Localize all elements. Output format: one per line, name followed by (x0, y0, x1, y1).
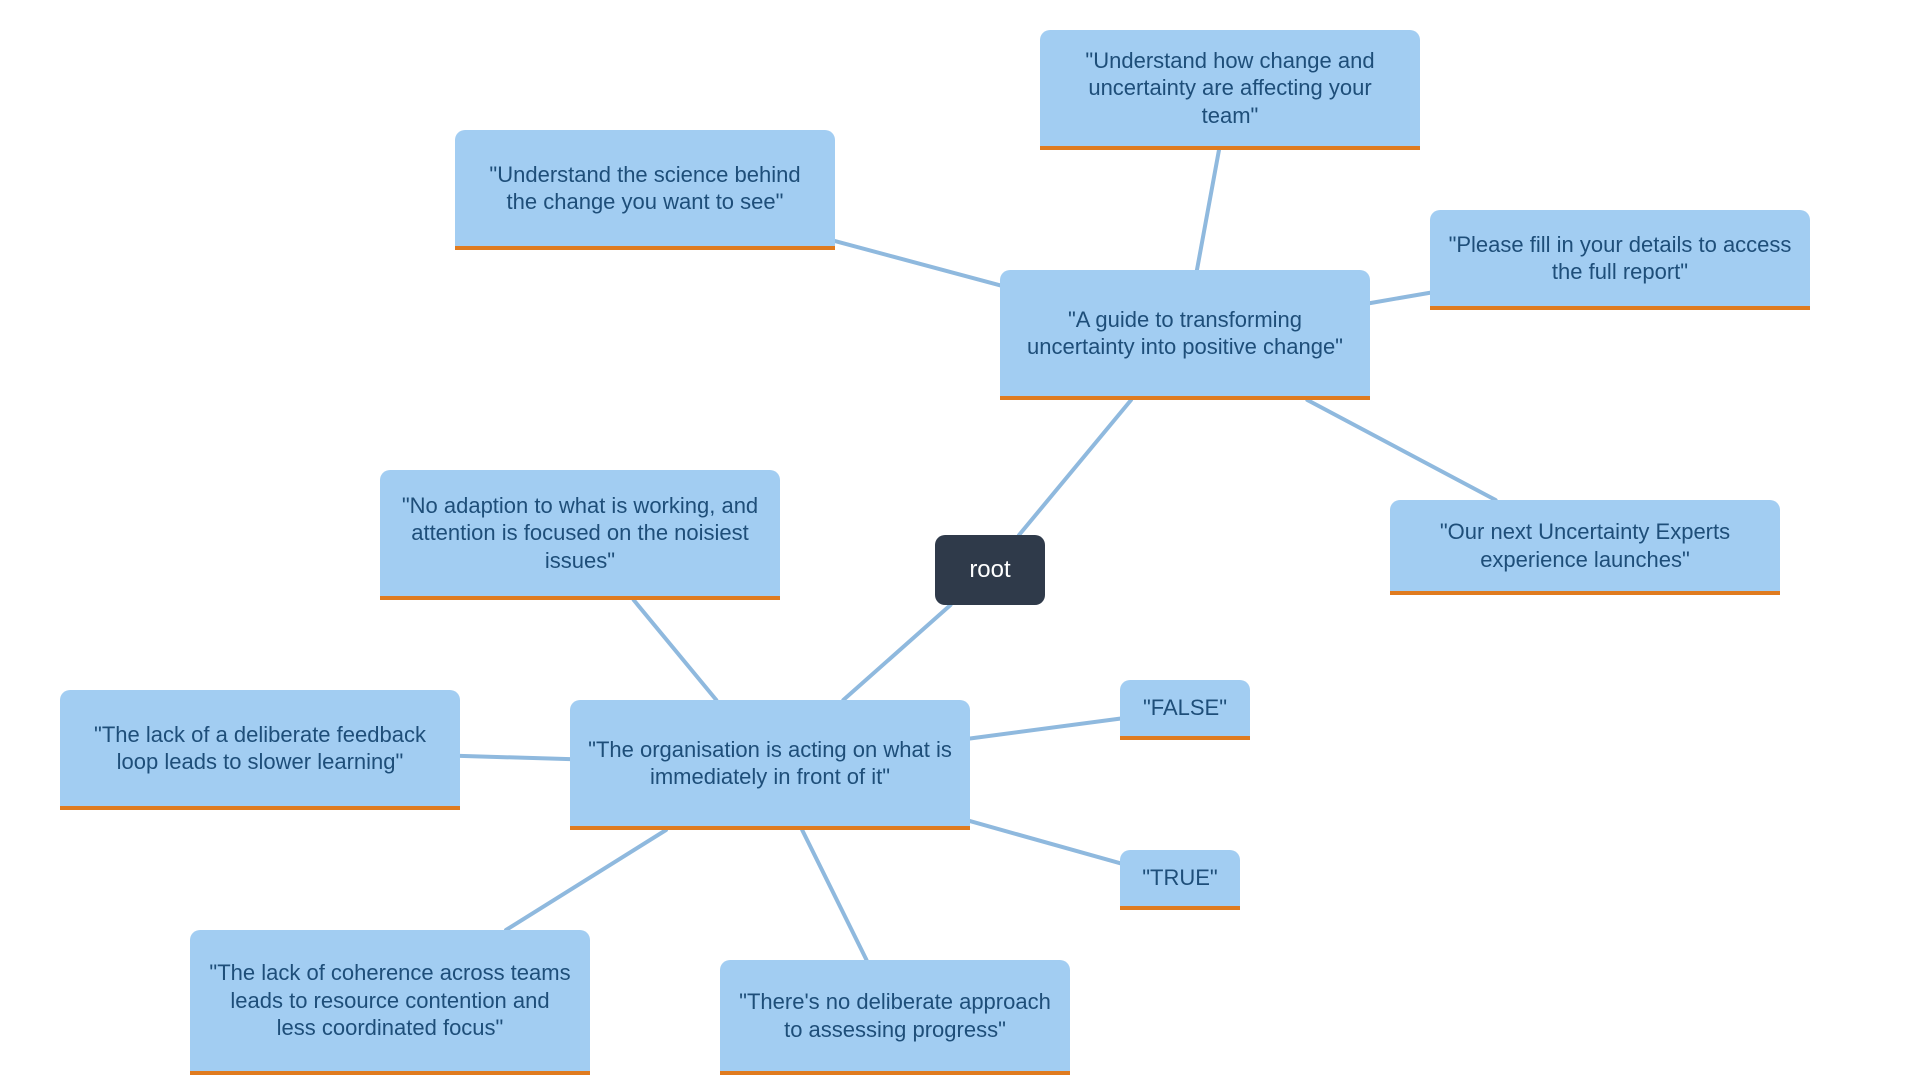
edge-org_acting-false (970, 719, 1120, 739)
edge-root-guide (1019, 400, 1131, 535)
node-feedback_loop: "The lack of a deliberate feedback loop … (60, 690, 460, 810)
node-label: "TRUE" (1142, 864, 1218, 892)
node-false: "FALSE" (1120, 680, 1250, 740)
node-label: "A guide to transforming uncertainty int… (1018, 306, 1352, 361)
edge-guide-understand_science (835, 241, 1000, 285)
node-coherence: "The lack of coherence across teams lead… (190, 930, 590, 1075)
node-org_acting: "The organisation is acting on what is i… (570, 700, 970, 830)
edge-org_acting-no_approach (802, 830, 866, 960)
edge-guide-fill_details (1370, 293, 1430, 303)
node-label: "The lack of a deliberate feedback loop … (78, 721, 442, 776)
diagram-canvas: root "A guide to transforming uncertainty… (0, 0, 1920, 1080)
node-understand_team: "Understand how change and uncertainty a… (1040, 30, 1420, 150)
node-label: "FALSE" (1143, 694, 1227, 722)
node-label: "No adaption to what is working, and att… (398, 492, 762, 575)
node-label: "The organisation is acting on what is i… (588, 736, 952, 791)
node-no_approach: "There's no deliberate approach to asses… (720, 960, 1070, 1075)
node-guide: "A guide to transforming uncertainty int… (1000, 270, 1370, 400)
node-label: "The lack of coherence across teams lead… (208, 959, 572, 1042)
node-understand_science: "Understand the science behind the chang… (455, 130, 835, 250)
node-no_adaption: "No adaption to what is working, and att… (380, 470, 780, 600)
node-true: "TRUE" (1120, 850, 1240, 910)
node-label: "Understand the science behind the chang… (473, 161, 817, 216)
edge-org_acting-true (970, 821, 1120, 863)
node-label: "Our next Uncertainty Experts experience… (1408, 518, 1762, 573)
edge-root-org_acting (843, 605, 950, 700)
edge-org_acting-feedback_loop (460, 756, 570, 759)
node-label: "There's no deliberate approach to asses… (738, 988, 1052, 1043)
node-fill_details: "Please fill in your details to access t… (1430, 210, 1810, 310)
edge-org_acting-coherence (506, 830, 666, 930)
edge-org_acting-no_adaption (634, 600, 717, 700)
node-label: root (969, 555, 1010, 585)
node-label: "Please fill in your details to access t… (1448, 231, 1792, 286)
edge-guide-next_launch (1307, 400, 1495, 500)
node-label: "Understand how change and uncertainty a… (1058, 47, 1402, 130)
node-next_launch: "Our next Uncertainty Experts experience… (1390, 500, 1780, 595)
edge-guide-understand_team (1197, 150, 1219, 270)
node-root: root (935, 535, 1045, 605)
